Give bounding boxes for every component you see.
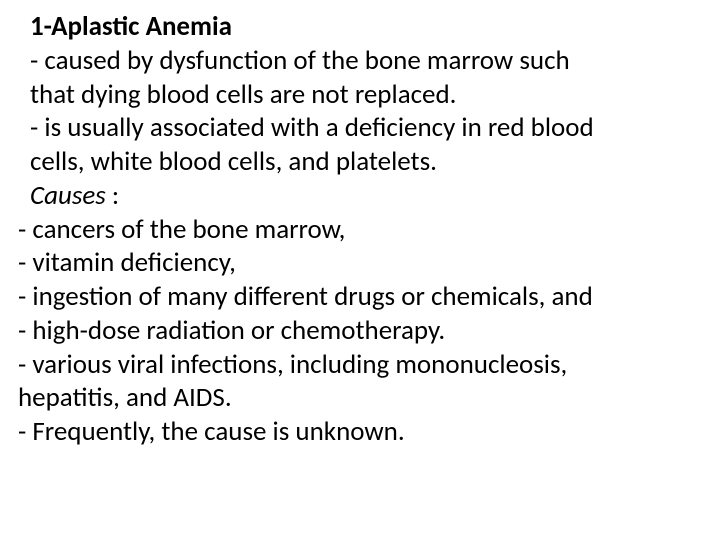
paragraph-line: that dying blood cells are not replaced. [18, 78, 702, 112]
slide-body: 1-Aplastic Anemia - caused by dysfunctio… [0, 0, 720, 540]
cause-item: - cancers of the bone marrow, [18, 213, 702, 247]
cause-item-cont: hepatitis, and AIDS. [18, 381, 702, 415]
paragraph-line: cells, white blood cells, and platelets. [18, 145, 702, 179]
causes-heading: Causes : [18, 179, 702, 213]
cause-item: - vitamin deficiency, [18, 246, 702, 280]
cause-item: - ingestion of many different drugs or c… [18, 280, 702, 314]
cause-item: - Frequently, the cause is unknown. [18, 415, 702, 449]
causes-label: Causes [30, 179, 106, 212]
cause-item: - various viral infections, including mo… [18, 348, 702, 382]
cause-item: - high-dose radiation or chemotherapy. [18, 314, 702, 348]
paragraph-line: - is usually associated with a deficienc… [18, 111, 702, 145]
causes-colon: : [106, 179, 119, 212]
paragraph-line: - caused by dysfunction of the bone marr… [18, 44, 702, 78]
title: 1-Aplastic Anemia [18, 10, 702, 44]
